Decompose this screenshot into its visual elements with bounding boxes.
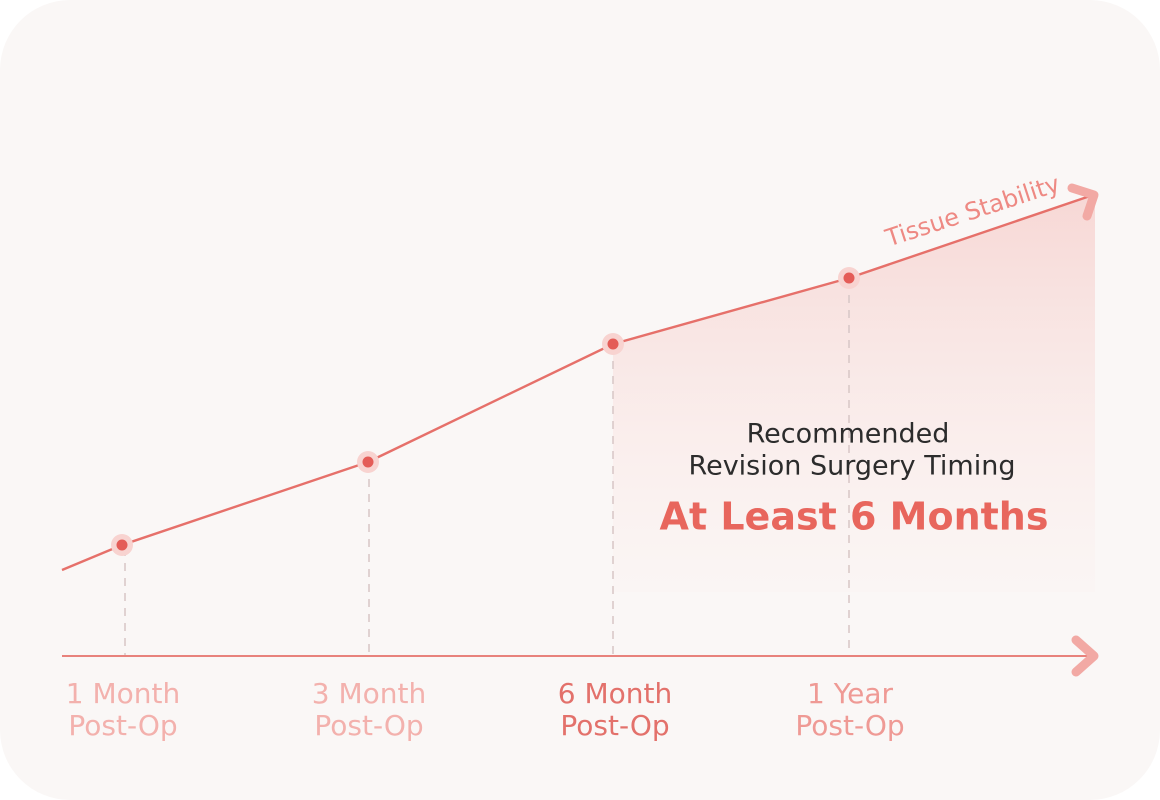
milestone-label: 6 Month bbox=[558, 677, 672, 710]
callout-highlight: At Least 6 Months bbox=[660, 495, 1049, 539]
milestone-label: 3 Month bbox=[312, 677, 426, 710]
guides bbox=[124, 280, 850, 655]
point bbox=[116, 539, 128, 551]
line-arrow bbox=[1067, 183, 1099, 221]
milestone-label: Post-Op bbox=[314, 709, 423, 742]
milestone-label: 1 Year bbox=[807, 677, 893, 710]
callout-text: Revision Surgery Timing bbox=[689, 451, 1016, 482]
points bbox=[111, 267, 860, 556]
callout-text: Recommended bbox=[747, 419, 950, 450]
milestone-label: Post-Op bbox=[795, 709, 904, 742]
point bbox=[843, 272, 855, 284]
milestone-label: Post-Op bbox=[560, 709, 669, 742]
point bbox=[607, 338, 619, 350]
milestone-label: Post-Op bbox=[68, 709, 177, 742]
recommended-zone bbox=[613, 195, 1095, 592]
axis-arrow bbox=[1071, 635, 1099, 677]
milestone-label: 1 Month bbox=[66, 677, 180, 710]
point bbox=[362, 456, 374, 468]
